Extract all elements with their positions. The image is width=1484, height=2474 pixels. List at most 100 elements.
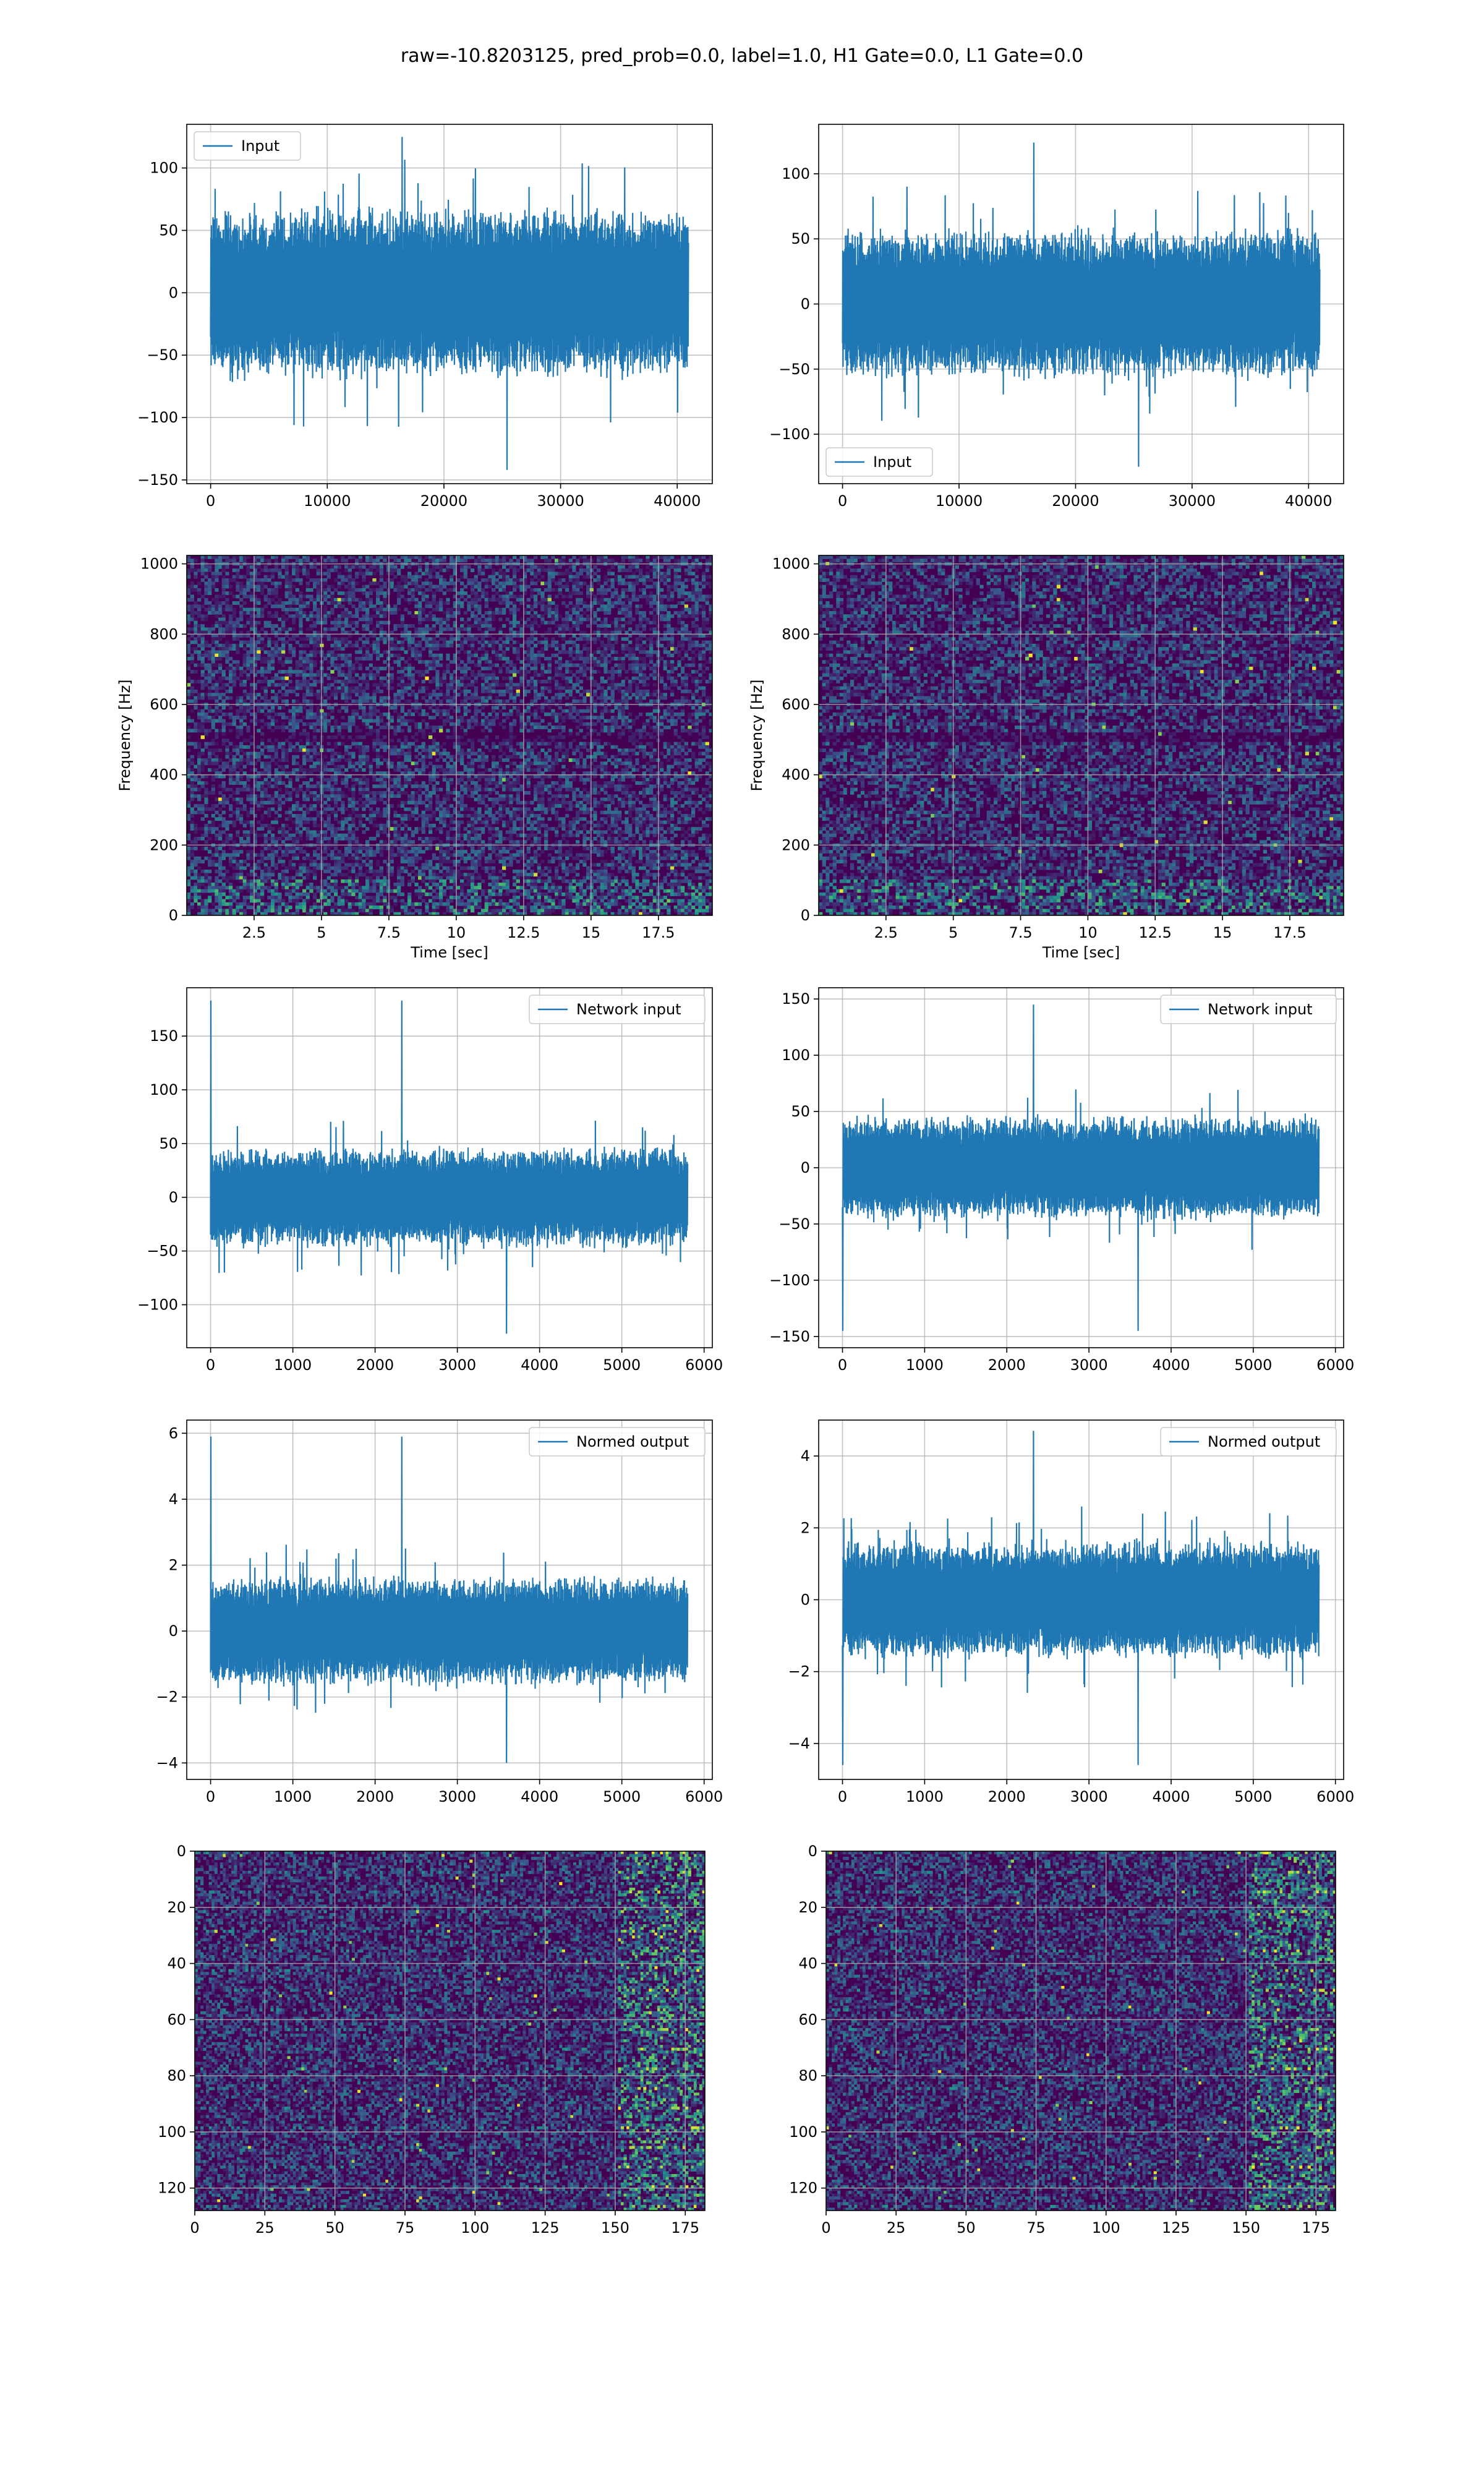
legend-label: Network input [1208,1001,1313,1018]
legend-box [529,995,706,1024]
y-tick-label: 40 [798,1955,817,1972]
legend-box [825,447,933,477]
y-axis: −4 −2 0 2 4 [788,1447,819,1752]
y-tick-label: 800 [782,625,810,643]
x-tick-label: 3000 [438,1356,476,1374]
y-tick-label: 1000 [140,555,178,573]
heatmap-cells [826,1851,1336,2211]
x-tick-label: 150 [601,2219,629,2236]
subplot-img-h1: 0 25 50 75 100 125 150 175 0 20 40 60 80 100 120 [158,1843,706,2236]
x-tick-label: 17.5 [642,924,675,941]
y-tick-label: 50 [159,221,178,239]
x-tick-label: 75 [1026,2219,1046,2236]
y-tick-label: 100 [782,165,810,182]
x-tick-label: 30000 [537,492,584,510]
x-tick-label: 5000 [603,1788,641,1805]
x-tick-label: 175 [671,2219,699,2236]
legend-label: Input [873,453,911,471]
plot-area [187,988,712,1348]
legend: Network input [529,995,706,1024]
y-tick-label: 4 [169,1491,178,1508]
y-tick-label: 50 [791,230,810,247]
x-tick-label: 1000 [906,1788,944,1805]
y-tick-label: 100 [782,1047,810,1064]
x-tick-label: 5000 [1234,1788,1272,1805]
y-axis: −100 −50 0 50 100 150 [137,1027,187,1314]
y-axis-label: Frequency [Hz] [748,680,765,792]
axes-frame [186,987,713,1348]
x-axis: 0 10000 20000 30000 40000 [206,484,701,510]
heatmap-cells [195,1851,705,2211]
y-tick-label: −100 [769,1272,810,1289]
y-tick-label: 60 [798,2011,817,2028]
x-tick-label: 1000 [274,1788,312,1805]
legend: Normed output [1160,1427,1337,1457]
x-axis: 0 25 50 75 100 125 150 175 [821,2211,1330,2236]
x-tick-label: 175 [1302,2219,1330,2236]
grid [819,555,1344,915]
plot-area [819,988,1344,1348]
x-tick-label: 15 [582,924,601,941]
y-tick-label: 0 [808,1843,817,1860]
y-tick-label: 60 [167,2011,186,2028]
y-axis: 0 20 40 60 80 100 120 [789,1843,826,2197]
x-tick-label: 125 [1162,2219,1190,2236]
y-tick-label: 0 [169,1622,178,1640]
x-tick-label: 6000 [1316,1356,1354,1374]
x-tick-label: 5000 [1234,1356,1272,1374]
subplot-grid: 0 10000 20000 30000 40000−150−100−50050100In… [116,124,1354,2236]
x-tick-label: 100 [461,2219,489,2236]
y-tick-label: −150 [769,1328,810,1345]
x-tick-label: 1000 [274,1356,312,1374]
x-tick-label: 10 [447,924,466,941]
series-line [842,142,1321,467]
series-line [210,137,689,470]
y-tick-label: 50 [791,1103,810,1120]
y-tick-label: 0 [169,907,178,924]
x-tick-label: 6000 [1316,1788,1354,1805]
x-tick-label: 4000 [1152,1356,1190,1374]
grid [187,555,712,915]
x-tick-label: 40000 [1285,492,1332,510]
x-tick-label: 5 [317,924,326,941]
y-tick-label: 2 [169,1557,178,1574]
y-tick-label: 0 [169,1189,178,1206]
grid [826,1851,1336,2211]
x-tick-label: 4000 [521,1356,558,1374]
x-tick-label: 0 [206,492,215,510]
series-line [842,1431,1320,1765]
x-tick-label: 0 [206,1788,215,1805]
legend-box [1160,1427,1337,1457]
x-tick-label: 75 [396,2219,415,2236]
y-tick-label: 200 [150,836,178,854]
x-axis: 0 10000 20000 30000 40000 [838,484,1332,510]
plot-area [826,1851,1336,2211]
x-axis: 0 1000 2000 3000 4000 5000 6000 [206,1779,723,1805]
y-axis-label: Frequency [Hz] [116,680,134,792]
plot-area [187,555,712,915]
y-axis: −100 −50 0 50 100 [769,165,819,443]
x-tick-label: 30000 [1169,492,1216,510]
subplot-norm-l1: 0 1000 2000 3000 4000 5000 6000 −4 −2 0 2 4 Normed o… [788,1419,1354,1805]
x-axis: 0 1000 2000 3000 4000 5000 6000 [838,1348,1354,1374]
x-tick-label: 10 [1078,924,1098,941]
subplot-net-l1: 0 1000 2000 3000 4000 5000 6000 −150 −100 −50 0 50 1… [769,987,1354,1374]
y-tick-label: 600 [782,696,810,713]
axes-frame [818,555,1344,916]
series-line [210,1000,689,1334]
legend-label: Input [241,137,279,155]
x-tick-label: 0 [838,1788,847,1805]
y-tick-label: 100 [150,160,178,177]
y-tick-label: 800 [150,625,178,643]
y-axis: −150 −100 −50 0 50 100 [137,160,187,489]
axes-frame [186,1419,713,1780]
subplot-img-l1: 0 25 50 75 100 125 150 175 0 20 40 60 80 100 120 [789,1843,1336,2236]
plot-area [195,1851,705,2211]
y-tick-label: −100 [137,1296,178,1314]
x-axis: 2.5 5 7.5 10 12.5 15 17.5 [242,915,675,941]
y-axis: 0 200 400 600 800 1000 [772,555,819,924]
x-tick-label: 17.5 [1273,924,1306,941]
figure-title: raw=-10.8203125, pred_prob=0.0, label=1.… [401,45,1083,67]
y-axis: 0 200 400 600 800 1000 [140,555,187,924]
